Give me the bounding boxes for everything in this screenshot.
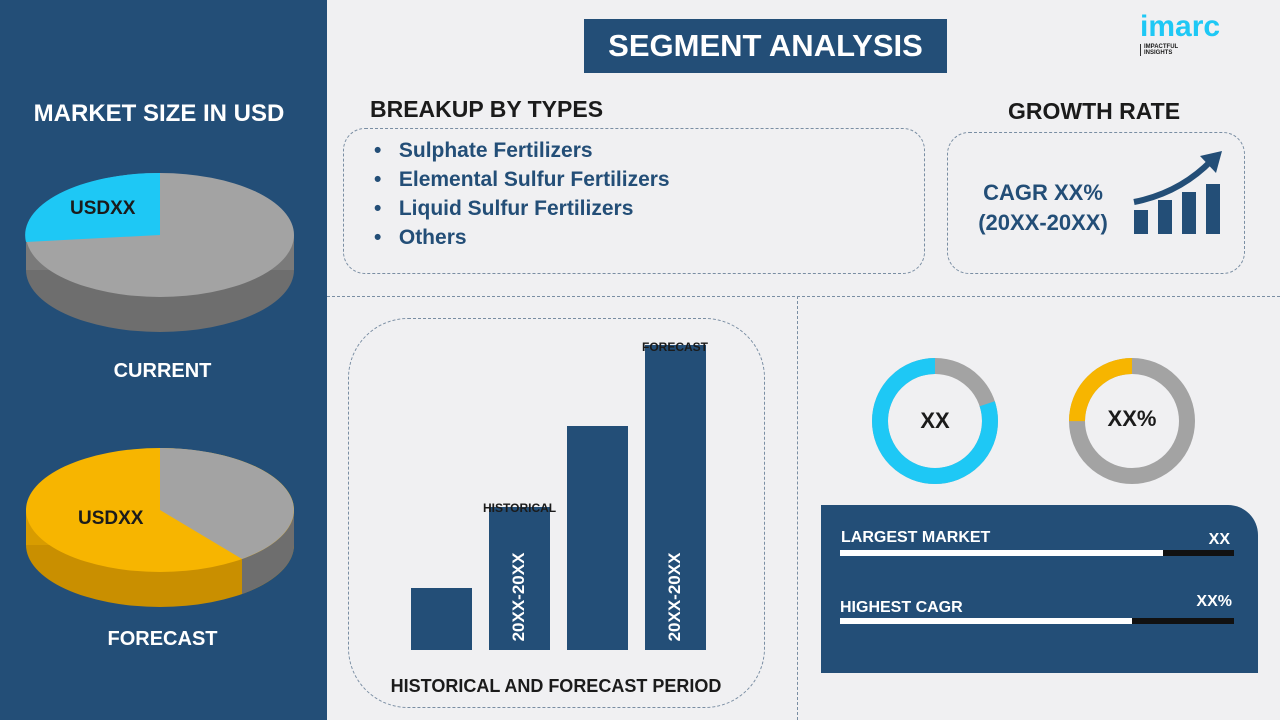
current-pie-slice — [25, 172, 161, 242]
type-item: • Sulphate Fertilizers — [374, 139, 593, 162]
forecast-value: USDXX — [78, 508, 144, 529]
bar-2 — [489, 507, 550, 650]
market-size-panel: MARKET SIZE IN USD USDXX CURRENT USDXX F… — [0, 0, 327, 720]
donut-2 — [1069, 358, 1195, 484]
bar-3 — [567, 426, 628, 650]
divider — [327, 296, 1280, 297]
highest-cagr-label: HIGHEST CAGR — [840, 599, 963, 616]
historical-range: 20XX-20XX — [509, 552, 528, 642]
market-size-heading: MARKET SIZE IN USD — [33, 100, 285, 127]
period-chart: 20XX-20XX 20XX-20XX HISTORICAL FORECAST … — [348, 318, 765, 708]
donut-1-arc — [872, 358, 998, 484]
donut-1 — [872, 358, 998, 484]
divider — [797, 296, 798, 720]
current-value: USDXX — [70, 198, 136, 219]
donut-2-value: XX% — [1107, 406, 1157, 431]
forecast-pie-slice — [160, 448, 294, 559]
forecast-pie — [26, 448, 294, 607]
page-title: SEGMENT ANALYSIS — [584, 19, 947, 73]
type-item: • Others — [374, 226, 467, 249]
current-pie — [25, 172, 294, 332]
highest-cagr-value: XX% — [1196, 593, 1232, 610]
largest-market-value: XX — [1208, 531, 1230, 548]
current-label: CURRENT — [113, 360, 212, 382]
bar-1 — [411, 588, 472, 650]
type-item: • Elemental Sulfur Fertilizers — [374, 168, 670, 191]
growth-heading: GROWTH RATE — [1008, 98, 1181, 124]
highest-cagr-bar — [840, 618, 1234, 624]
type-item: • Liquid Sulfur Fertilizers — [374, 197, 634, 220]
historical-label: HISTORICAL — [483, 501, 557, 515]
largest-market-bar — [840, 550, 1234, 556]
cagr-period: (20XX-20XX) — [978, 210, 1108, 235]
imarc-logo: imarc IMPACTFUL INSIGHTS — [1140, 10, 1221, 56]
largest-market-label: LARGEST MARKET — [841, 529, 991, 546]
types-box: • Sulphate Fertilizers • Elemental Sulfu… — [343, 128, 925, 274]
forecast-range: 20XX-20XX — [665, 552, 684, 642]
period-caption: HISTORICAL AND FORECAST PERIOD — [390, 676, 722, 696]
donut-1-value: XX — [920, 408, 950, 433]
types-heading: BREAKUP BY TYPES — [370, 96, 604, 122]
stats-panel: LARGEST MARKET XX HIGHEST CAGR XX% — [821, 505, 1258, 673]
forecast-label: FORECAST — [107, 628, 218, 650]
forecast-label: FORECAST — [642, 340, 708, 354]
growth-box: CAGR XX% (20XX-20XX) — [947, 132, 1245, 274]
donut-2-arc — [1069, 358, 1195, 484]
growth-chart-icon — [1133, 151, 1222, 234]
bar-4 — [645, 345, 706, 650]
cagr-value: CAGR XX% — [983, 180, 1103, 205]
